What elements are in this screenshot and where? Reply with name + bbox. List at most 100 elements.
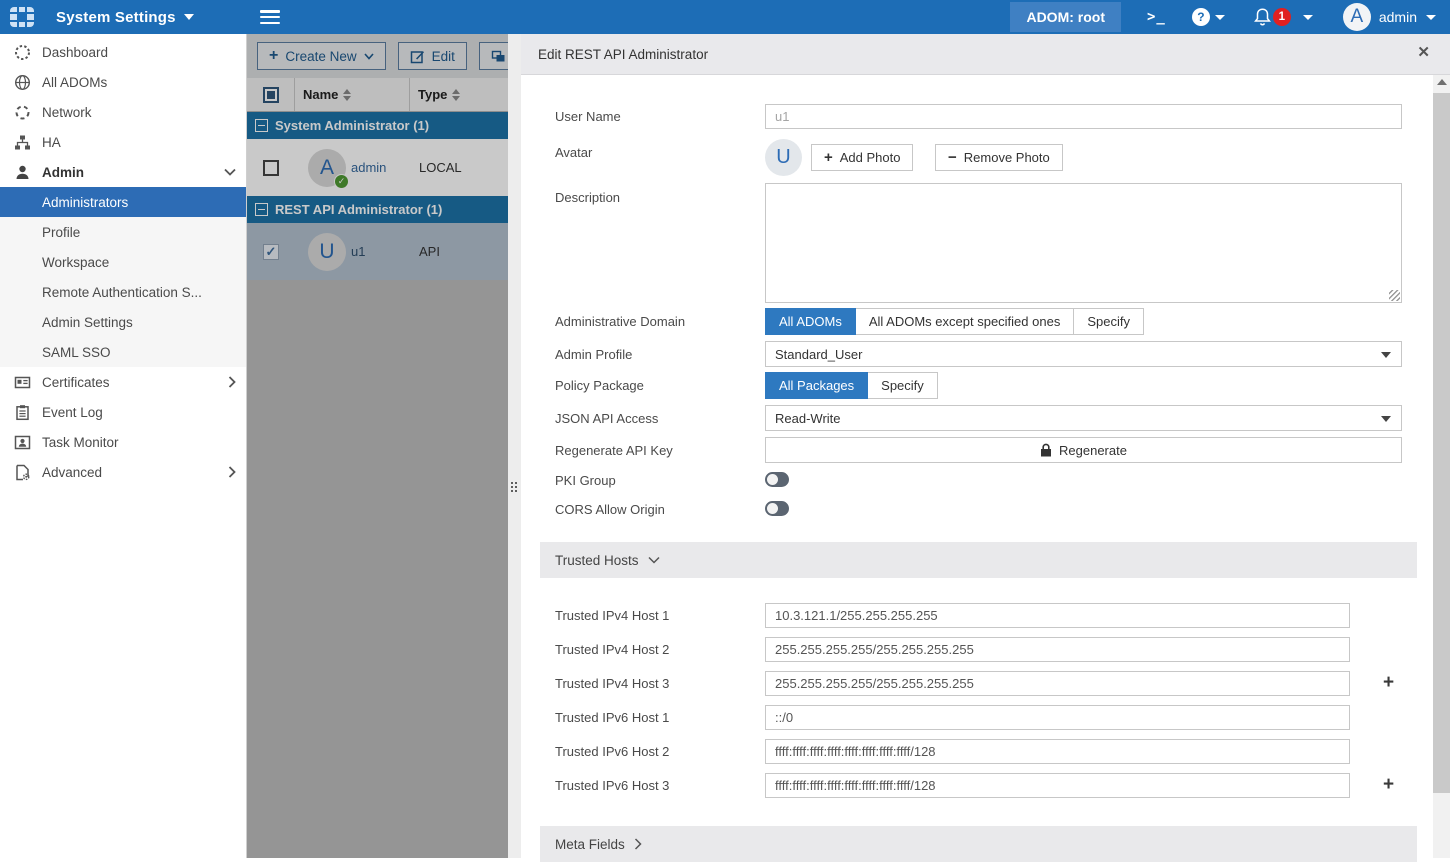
resize-grip-icon[interactable] <box>1389 290 1400 301</box>
json-api-access-select[interactable]: Read-Write <box>765 405 1402 431</box>
group-header-rest-api-administrator[interactable]: REST API Administrator (1) <box>247 196 508 223</box>
row-checkbox[interactable]: ✓ <box>263 244 279 260</box>
trusted-ipv4-host2-input[interactable] <box>765 637 1350 662</box>
select-all-checkbox[interactable] <box>247 78 295 111</box>
add-ipv4-host-button[interactable]: + <box>1383 673 1394 692</box>
task-monitor-icon <box>14 434 31 451</box>
administrative-domain-segmented: All ADOMs All ADOMs except specified one… <box>765 308 1144 335</box>
admin-type-label: LOCAL <box>410 160 462 175</box>
all-adoms-except-option[interactable]: All ADOMs except specified ones <box>855 308 1074 335</box>
chevron-down-icon <box>184 14 194 20</box>
sidebar-item-admin-settings[interactable]: Admin Settings <box>0 307 246 337</box>
sidebar-item-advanced[interactable]: Advanced <box>0 457 246 487</box>
pki-group-label: PKI Group <box>555 473 616 488</box>
cli-console-icon[interactable]: >_ <box>1147 9 1166 25</box>
notifications-menu[interactable]: 1 <box>1253 7 1313 27</box>
vertical-scrollbar[interactable] <box>1433 75 1450 858</box>
sidebar-item-event-log[interactable]: Event Log <box>0 397 246 427</box>
json-api-access-label: JSON API Access <box>555 411 658 426</box>
sidebar-item-profile[interactable]: Profile <box>0 217 246 247</box>
collapse-minus-icon <box>255 119 268 132</box>
trusted-ipv6-host1-input[interactable] <box>765 705 1350 730</box>
add-ipv6-host-button[interactable]: + <box>1383 775 1394 794</box>
remove-photo-button[interactable]: − Remove Photo <box>935 144 1063 171</box>
administrative-domain-label: Administrative Domain <box>555 314 685 329</box>
notification-badge: 1 <box>1273 8 1291 26</box>
admin-profile-select[interactable]: Standard_User <box>765 341 1402 367</box>
trusted-ipv6-host3-input[interactable] <box>765 773 1350 798</box>
trusted-hosts-section-header[interactable]: Trusted Hosts <box>540 542 1417 578</box>
sidebar-item-remote-authentication[interactable]: Remote Authentication S... <box>0 277 246 307</box>
sidebar-collapse-icon[interactable] <box>260 10 280 24</box>
regenerate-button[interactable]: Regenerate <box>765 437 1402 463</box>
scrollbar-thumb[interactable] <box>1433 93 1450 793</box>
trusted-ipv6-host2-input[interactable] <box>765 739 1350 764</box>
user-menu[interactable]: A admin <box>1343 3 1436 31</box>
plus-icon: + <box>824 149 833 166</box>
all-adoms-option[interactable]: All ADOMs <box>765 308 856 335</box>
table-row[interactable]: A ✓ admin LOCAL <box>247 139 508 196</box>
create-new-button[interactable]: + Create New <box>257 42 386 70</box>
description-textarea[interactable] <box>765 183 1402 303</box>
chevron-down-icon <box>648 556 660 564</box>
add-photo-button[interactable]: + Add Photo <box>811 144 913 171</box>
clone-icon <box>491 50 506 63</box>
trusted-ipv4-host2-label: Trusted IPv4 Host 2 <box>555 642 669 657</box>
sidebar-item-task-monitor[interactable]: Task Monitor <box>0 427 246 457</box>
scroll-up-icon[interactable] <box>1437 79 1447 85</box>
chevron-down-icon <box>1381 352 1391 358</box>
user-name-input[interactable] <box>765 104 1402 129</box>
specify-packages-option[interactable]: Specify <box>867 372 938 399</box>
column-header-type[interactable]: Type <box>410 78 508 111</box>
sidebar-item-dashboard[interactable]: Dashboard <box>0 37 246 67</box>
clone-button[interactable]: Cl <box>479 42 508 70</box>
page-title: Edit REST API Administrator <box>538 47 708 62</box>
app-title-menu[interactable]: System Settings <box>34 9 194 26</box>
all-packages-option[interactable]: All Packages <box>765 372 868 399</box>
edit-icon <box>410 49 425 64</box>
network-icon <box>14 104 31 121</box>
event-log-icon <box>14 404 31 421</box>
sidebar-item-all-adoms[interactable]: All ADOMs <box>0 67 246 97</box>
close-icon[interactable]: ✕ <box>1417 43 1430 61</box>
pki-group-toggle[interactable] <box>765 472 789 487</box>
help-icon: ? <box>1192 8 1210 26</box>
table-header: Name Type <box>247 78 508 112</box>
sidebar-item-network[interactable]: Network <box>0 97 246 127</box>
column-header-name[interactable]: Name <box>295 78 410 111</box>
username-label: admin <box>1379 9 1417 25</box>
group-header-system-administrator[interactable]: System Administrator (1) <box>247 112 508 139</box>
sidebar-item-ha[interactable]: HA <box>0 127 246 157</box>
sidebar-item-administrators[interactable]: Administrators <box>0 187 246 217</box>
list-toolbar: + Create New Edit Cl <box>247 34 508 78</box>
app-grid-icon[interactable] <box>10 7 34 27</box>
sidebar-item-saml-sso[interactable]: SAML SSO <box>0 337 246 367</box>
trusted-ipv4-host1-label: Trusted IPv4 Host 1 <box>555 608 669 623</box>
trusted-ipv4-host1-input[interactable] <box>765 603 1350 628</box>
panel-resize-handle[interactable] <box>508 34 521 858</box>
admin-type-label: API <box>410 244 440 259</box>
globe-icon <box>14 74 31 91</box>
cors-allow-origin-toggle[interactable] <box>765 501 789 516</box>
chevron-right-icon <box>634 838 642 850</box>
sidebar-item-certificates[interactable]: Certificates <box>0 367 246 397</box>
sidebar-item-workspace[interactable]: Workspace <box>0 247 246 277</box>
edit-button[interactable]: Edit <box>398 42 467 70</box>
avatar: U <box>308 233 346 271</box>
lock-icon <box>1040 443 1052 457</box>
specify-adoms-option[interactable]: Specify <box>1073 308 1144 335</box>
row-checkbox[interactable] <box>263 160 279 176</box>
chevron-down-icon <box>224 168 236 176</box>
admin-submenu: Administrators Profile Workspace Remote … <box>0 187 246 367</box>
sidebar-item-admin[interactable]: Admin <box>0 157 246 187</box>
chevron-down-icon <box>364 53 374 60</box>
trusted-ipv6-host1-label: Trusted IPv6 Host 1 <box>555 710 669 725</box>
trusted-ipv4-host3-input[interactable] <box>765 671 1350 696</box>
help-menu[interactable]: ? <box>1192 8 1225 26</box>
minus-icon: − <box>948 149 957 166</box>
verified-badge-icon: ✓ <box>334 174 349 189</box>
meta-fields-section-header[interactable]: Meta Fields <box>540 826 1417 862</box>
table-row[interactable]: ✓ U u1 API <box>247 223 508 280</box>
adom-selector[interactable]: ADOM: root <box>1010 2 1121 32</box>
chevron-down-icon <box>1426 15 1436 20</box>
